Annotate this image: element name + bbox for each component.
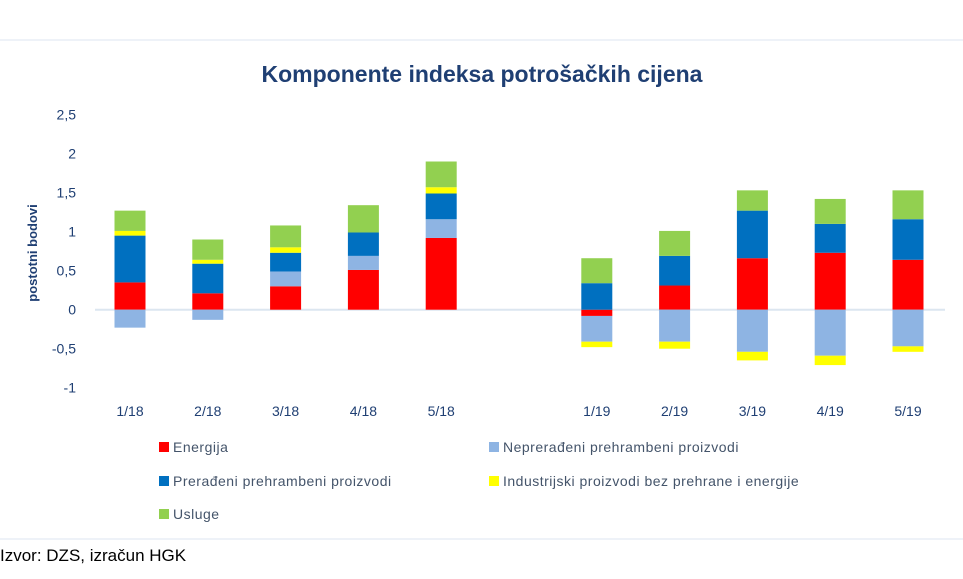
- bar-segment-industrijski-proizvodi-bez-prehrane-i-energije-3-18: [270, 247, 302, 253]
- x-tick-label: 1/19: [583, 403, 610, 419]
- x-tick-label: 3/18: [272, 403, 299, 419]
- bar-segment-neprera-eni-prehrambeni-proizvodi-5-18: [425, 219, 457, 238]
- legend-item: Energija: [159, 439, 228, 455]
- x-tick-label: 2/18: [194, 403, 221, 419]
- legend-label: Usluge: [173, 506, 220, 522]
- bar-segment-neprera-eni-prehrambeni-proizvodi-4-18: [347, 255, 379, 270]
- chart-title: Komponente indeksa potrošačkih cijena: [262, 61, 703, 87]
- legend-item: Industrijski proizvodi bez prehrane i en…: [489, 473, 799, 489]
- bar-segment-energija-4-18: [347, 269, 379, 310]
- legend-item: Prerađeni prehrambeni proizvodi: [159, 473, 392, 489]
- bar-segment-usluge-1-19: [581, 258, 613, 284]
- y-tick-label: 2: [68, 146, 76, 162]
- x-tick-label: 3/19: [739, 403, 766, 419]
- bar-segment-prera-eni-prehrambeni-proizvodi-4-19: [814, 223, 846, 253]
- bar-segment-neprera-eni-prehrambeni-proizvodi-2-19: [659, 309, 691, 342]
- bar-segment-usluge-5-19: [892, 190, 924, 220]
- y-tick-label: -1: [64, 380, 77, 396]
- bar-segment-prera-eni-prehrambeni-proizvodi-5-19: [892, 219, 924, 260]
- bar-segment-energija-5-18: [425, 237, 457, 310]
- bar-segment-usluge-3-18: [270, 225, 302, 248]
- bar-segment-usluge-4-19: [814, 198, 846, 224]
- legend-item: Usluge: [159, 506, 220, 522]
- y-tick-label: -0,5: [52, 341, 76, 357]
- bar-segment-prera-eni-prehrambeni-proizvodi-1-19: [581, 283, 613, 310]
- bar-segment-neprera-eni-prehrambeni-proizvodi-1-19: [581, 315, 613, 342]
- bar-segment-energija-5-19: [892, 259, 924, 310]
- bar-segment-usluge-5-18: [425, 161, 457, 188]
- bar-segment-energija-1-18: [114, 282, 146, 310]
- bar-segment-industrijski-proizvodi-bez-prehrane-i-energije-1-18: [114, 230, 146, 236]
- y-tick-label: 0: [68, 302, 76, 318]
- bar-segment-industrijski-proizvodi-bez-prehrane-i-energije-3-19: [736, 351, 768, 361]
- x-tick-label: 5/19: [894, 403, 921, 419]
- bar-segment-industrijski-proizvodi-bez-prehrane-i-energije-5-19: [892, 346, 924, 352]
- legend-label: Industrijski proizvodi bez prehrane i en…: [503, 473, 799, 489]
- bar-segment-neprera-eni-prehrambeni-proizvodi-3-19: [736, 309, 768, 352]
- bar-segment-usluge-3-19: [736, 190, 768, 211]
- bar-segment-prera-eni-prehrambeni-proizvodi-5-18: [425, 193, 457, 220]
- y-tick-label: 2,5: [57, 107, 77, 123]
- bar-segment-industrijski-proizvodi-bez-prehrane-i-energije-4-19: [814, 355, 846, 366]
- bar-segment-neprera-eni-prehrambeni-proizvodi-3-18: [270, 271, 302, 287]
- y-tick-label: 1: [68, 224, 76, 240]
- bar-segment-prera-eni-prehrambeni-proizvodi-1-18: [114, 235, 146, 283]
- legend-swatch: [489, 476, 499, 486]
- bar-segment-neprera-eni-prehrambeni-proizvodi-1-18: [114, 309, 146, 328]
- bar-segment-usluge-2-19: [659, 230, 691, 256]
- bar-segment-prera-eni-prehrambeni-proizvodi-3-18: [270, 252, 302, 272]
- legend-swatch: [159, 509, 169, 519]
- x-tick-label: 4/18: [350, 403, 377, 419]
- bar-segment-prera-eni-prehrambeni-proizvodi-4-18: [347, 232, 379, 256]
- bar-segment-usluge-4-18: [347, 205, 379, 233]
- x-tick-label: 4/19: [817, 403, 844, 419]
- bar-segment-prera-eni-prehrambeni-proizvodi-3-19: [736, 210, 768, 259]
- bar-segment-prera-eni-prehrambeni-proizvodi-2-19: [659, 255, 691, 286]
- bar-segment-prera-eni-prehrambeni-proizvodi-2-18: [192, 263, 224, 294]
- bar-segment-energija-4-19: [814, 252, 846, 310]
- bar-segment-industrijski-proizvodi-bez-prehrane-i-energije-5-18: [425, 187, 457, 194]
- source-note: Izvor: DZS, izračun HGK: [0, 546, 187, 565]
- bar-segment-energija-1-19: [581, 309, 613, 316]
- legend-swatch: [159, 476, 169, 486]
- bar-segment-usluge-2-18: [192, 239, 224, 260]
- legend-swatch: [489, 442, 499, 452]
- x-tick-label: 5/18: [428, 403, 455, 419]
- y-axis-title: postotni bodovi: [25, 204, 40, 301]
- legend-swatch: [159, 442, 169, 452]
- bar-segment-energija-3-18: [270, 286, 302, 310]
- bar-segment-usluge-1-18: [114, 210, 146, 231]
- x-tick-label: 1/18: [116, 403, 143, 419]
- bar-segment-neprera-eni-prehrambeni-proizvodi-2-18: [192, 309, 224, 320]
- bar-segment-neprera-eni-prehrambeni-proizvodi-4-19: [814, 309, 846, 356]
- y-tick-label: 0,5: [57, 263, 77, 279]
- bar-segment-energija-3-19: [736, 258, 768, 310]
- bar-segment-energija-2-19: [659, 285, 691, 310]
- legend-label: Neprerađeni prehrambeni proizvodi: [503, 439, 739, 455]
- legend-label: Energija: [173, 439, 228, 455]
- bar-segment-industrijski-proizvodi-bez-prehrane-i-energije-1-19: [581, 341, 613, 348]
- bar-segment-neprera-eni-prehrambeni-proizvodi-5-19: [892, 309, 924, 347]
- y-tick-label: 1,5: [57, 185, 77, 201]
- bar-segment-energija-2-18: [192, 293, 224, 310]
- bar-segment-industrijski-proizvodi-bez-prehrane-i-energije-2-19: [659, 341, 691, 349]
- bar-segment-industrijski-proizvodi-bez-prehrane-i-energije-2-18: [192, 259, 224, 264]
- legend-item: Neprerađeni prehrambeni proizvodi: [489, 439, 739, 455]
- legend-label: Prerađeni prehrambeni proizvodi: [173, 473, 392, 489]
- x-tick-label: 2/19: [661, 403, 688, 419]
